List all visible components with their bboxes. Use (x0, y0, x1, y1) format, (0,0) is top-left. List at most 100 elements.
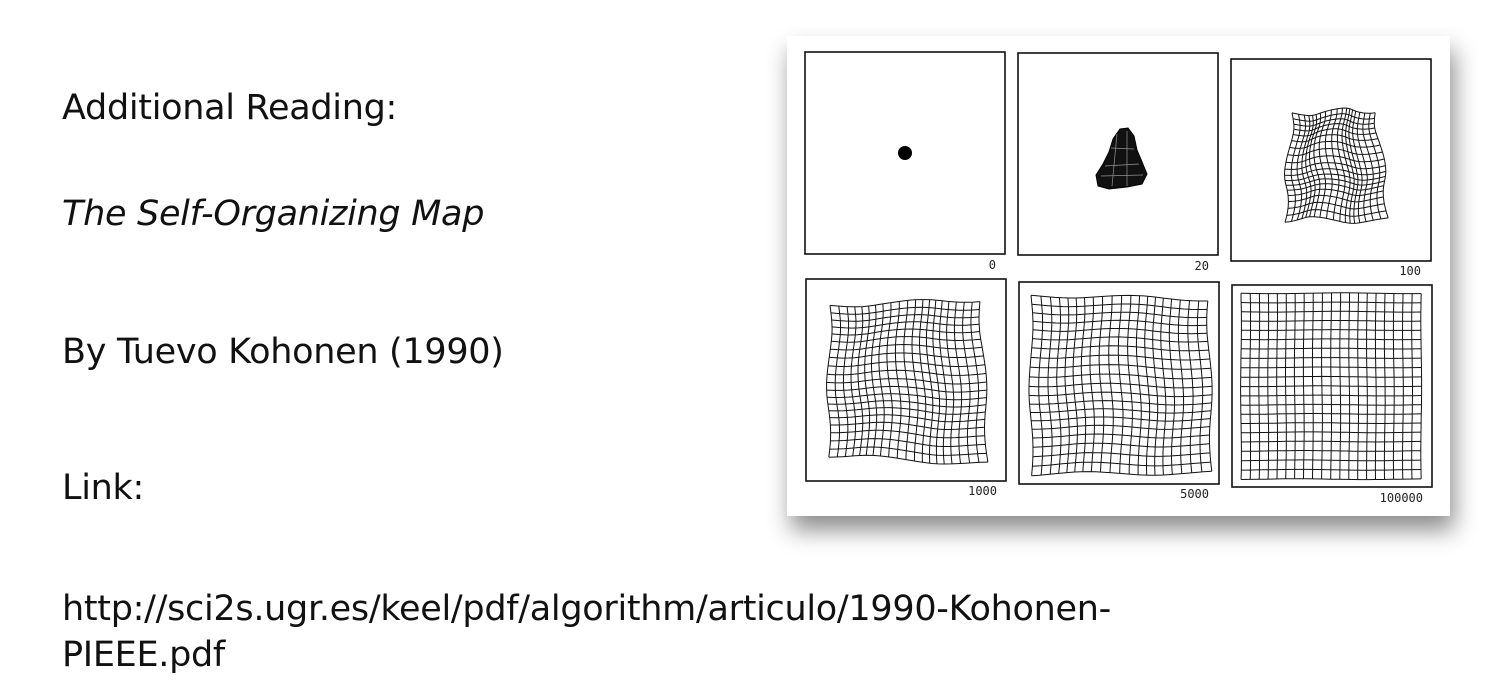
grid-line-vertical (1368, 113, 1382, 220)
grid-line-horizontal (826, 378, 987, 385)
panel-label-1000: 1000 (968, 484, 997, 498)
grid-line-horizontal (1241, 440, 1421, 443)
grid-line-horizontal (828, 407, 986, 415)
grid-line-horizontal (831, 328, 980, 336)
grid-line-vertical (834, 306, 841, 458)
grid-line-horizontal (1287, 201, 1385, 210)
grid-line-vertical (1152, 297, 1159, 476)
panel-label-20: 20 (1195, 259, 1209, 273)
grid-line-horizontal (1031, 424, 1210, 430)
grid-line-horizontal (1031, 303, 1208, 311)
grid-line-vertical (1127, 295, 1133, 475)
map-grid-1000 (826, 299, 989, 465)
grid-line-vertical (1283, 112, 1295, 223)
clump-texture (1100, 131, 1144, 187)
grid-line-vertical (1144, 296, 1151, 476)
grid-line-vertical (1357, 292, 1359, 480)
grid-line-horizontal (1241, 422, 1422, 424)
grid-line-vertical (826, 305, 833, 458)
grid-line-horizontal (829, 414, 985, 423)
grid-line-horizontal (829, 299, 980, 308)
grid-line-horizontal (828, 454, 988, 465)
grid-line-vertical (1401, 293, 1404, 480)
grid-line-horizontal (1030, 408, 1212, 414)
panel-label-0: 0 (989, 258, 996, 272)
som-training-figure: 0 20 100 1000 5000 100000 (787, 36, 1450, 516)
author-line: By Tuevo Kohonen (1990) (62, 332, 504, 372)
grid-line-horizontal (1032, 328, 1208, 335)
panel-frame-20 (1017, 52, 1219, 256)
grid-line-horizontal (1240, 413, 1422, 415)
grid-line-horizontal (1241, 450, 1421, 452)
grid-line-vertical (1362, 113, 1374, 221)
link-label: Link: (62, 468, 144, 508)
grid-line-horizontal (831, 314, 980, 322)
panel-label-100: 100 (1399, 264, 1421, 278)
grid-line-vertical (1392, 293, 1395, 480)
panel-frame-5000 (1018, 281, 1220, 485)
grid-line-vertical (1038, 296, 1044, 476)
grid-line-horizontal (1288, 194, 1384, 203)
grid-line-horizontal (827, 400, 987, 408)
grid-line-horizontal (1240, 403, 1422, 406)
grid-line-horizontal (1032, 461, 1211, 467)
reading-heading: Additional Reading: (62, 88, 397, 128)
grid-line-vertical (1168, 299, 1176, 475)
grid-line-vertical (1339, 292, 1342, 480)
grid-line-vertical (1089, 297, 1095, 472)
grid-line-horizontal (1241, 478, 1422, 481)
grid-line-horizontal (826, 393, 987, 401)
panel-label-100000: 100000 (1380, 491, 1423, 505)
paper-url[interactable]: http://sci2s.ugr.es/keel/pdf/algorithm/a… (62, 589, 1111, 675)
grid-line-vertical (970, 302, 980, 463)
grid-line-vertical (1098, 296, 1105, 473)
grid-line-vertical (1028, 295, 1034, 476)
grid-line-horizontal (1241, 468, 1422, 471)
som-figure-svg: 0 20 100 1000 5000 100000 (804, 51, 1433, 505)
grid-line-vertical (1374, 293, 1377, 480)
grid-line-horizontal (1029, 391, 1213, 398)
grid-line-horizontal (1032, 442, 1210, 448)
grid-line-horizontal (826, 385, 987, 393)
grid-line-horizontal (1028, 382, 1213, 389)
grid-line-vertical (1411, 293, 1413, 480)
grid-line-vertical (886, 302, 893, 457)
grid-line-vertical (1160, 298, 1167, 476)
grid-line-vertical (1196, 300, 1204, 472)
grid-line-vertical (939, 300, 947, 465)
map-grid-100000 (1240, 292, 1423, 481)
map-grid-100 (1283, 107, 1389, 224)
grid-line-horizontal (1030, 294, 1208, 302)
grid-line-vertical (1108, 295, 1114, 473)
grid-line-horizontal (830, 429, 985, 439)
grid-line-horizontal (830, 421, 985, 430)
grid-line-vertical (850, 306, 857, 457)
grid-line-horizontal (830, 438, 986, 447)
grid-line-vertical (1177, 299, 1185, 474)
grid-line-vertical (1331, 108, 1340, 220)
grid-line-vertical (878, 303, 885, 457)
grid-line-vertical (1056, 297, 1062, 474)
grid-line-horizontal (1240, 394, 1422, 397)
grid-line-vertical (1324, 109, 1333, 219)
clump-shape (1095, 127, 1148, 190)
grid-line-vertical (1047, 297, 1053, 475)
grid-line-horizontal (1241, 459, 1421, 462)
initial-point (898, 146, 912, 160)
grid-line-vertical (1117, 295, 1124, 474)
panel-frame-100 (1230, 58, 1432, 262)
grid-line-vertical (1366, 293, 1368, 480)
grid-line-horizontal (1032, 311, 1207, 319)
grid-line-horizontal (831, 336, 981, 343)
map-grid-5000 (1028, 294, 1213, 477)
grid-line-vertical (1383, 293, 1386, 480)
grid-line-vertical (1187, 300, 1194, 473)
grid-line-horizontal (1240, 385, 1422, 388)
grid-line-horizontal (1031, 470, 1212, 477)
grid-line-horizontal (1284, 216, 1389, 224)
grid-line-vertical (962, 302, 971, 463)
grid-line-vertical (1240, 293, 1242, 480)
grid-line-vertical (1135, 295, 1142, 475)
grid-line-horizontal (1032, 433, 1210, 439)
panel-frame-100000 (1231, 284, 1433, 488)
